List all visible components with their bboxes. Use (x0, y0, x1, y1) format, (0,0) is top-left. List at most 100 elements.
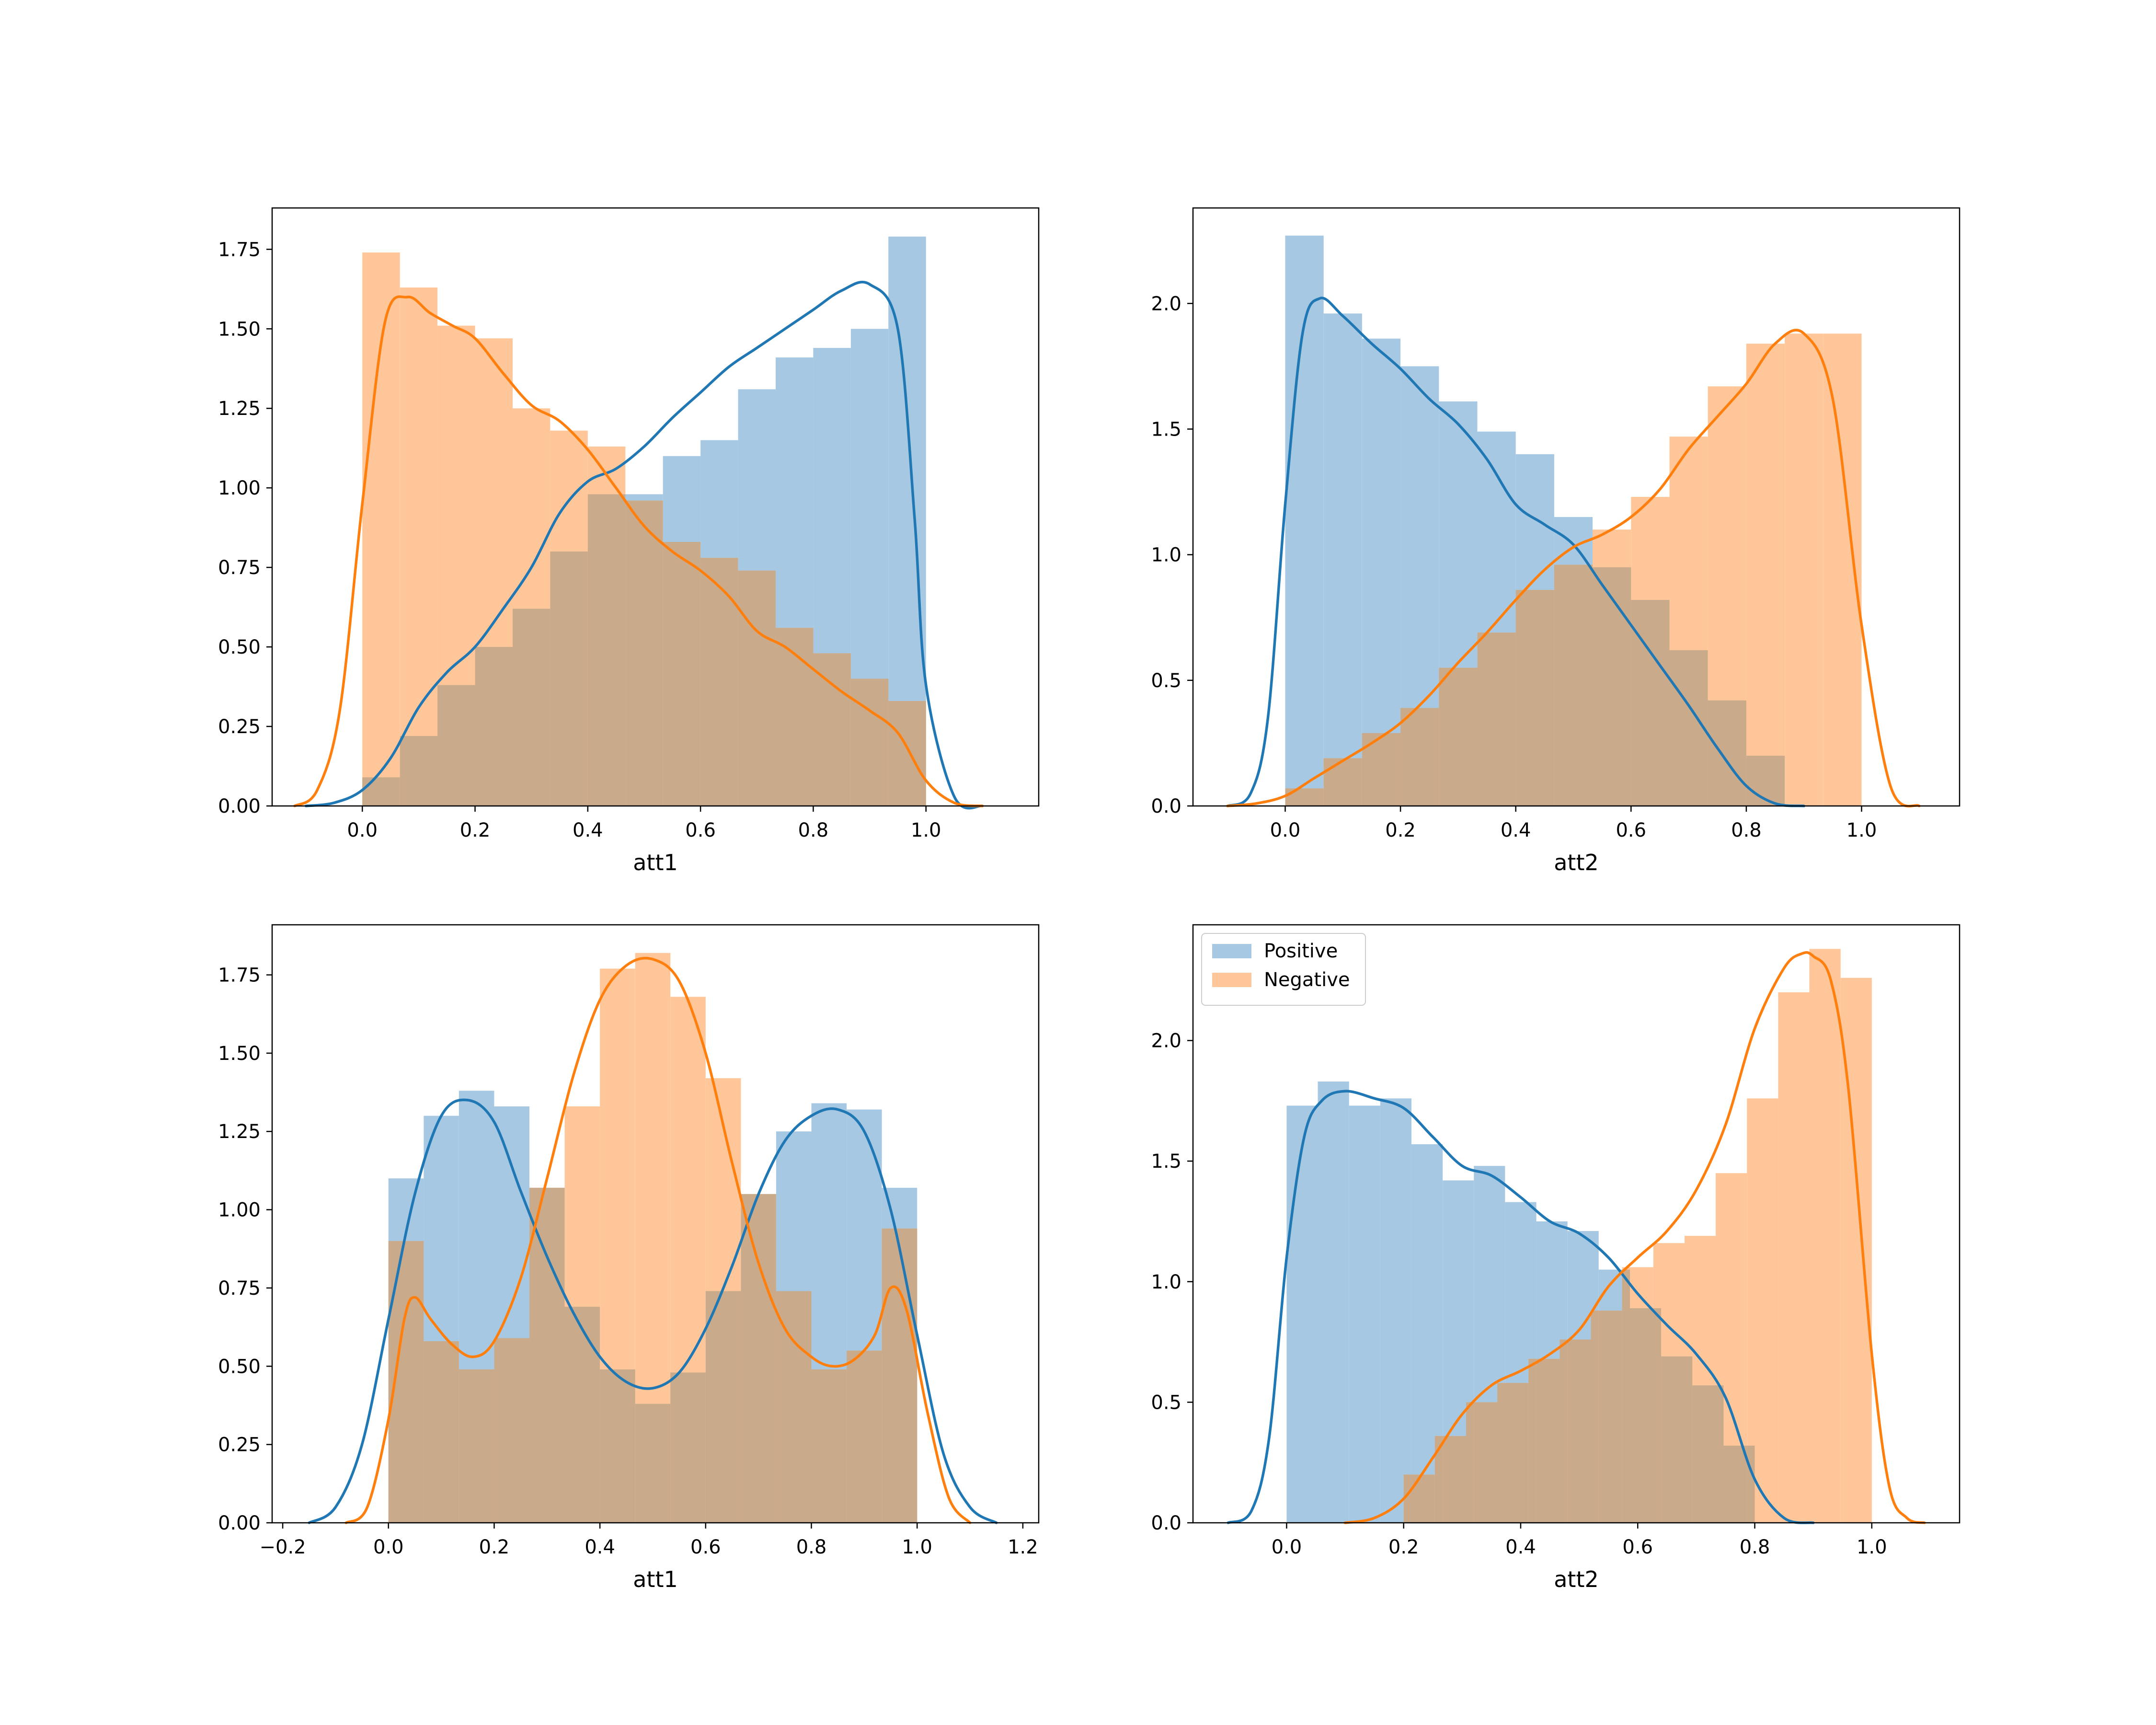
x-tick-label: 0.8 (1740, 1536, 1770, 1558)
overlap-hist-bar (1474, 1402, 1498, 1523)
positive-hist-bar (1318, 1081, 1349, 1523)
overlap-hist-bar (670, 1372, 706, 1523)
legend-label-positive: Positive (1264, 940, 1338, 962)
y-tick-label: 1.5 (1151, 418, 1181, 440)
negative-hist-bar (1746, 344, 1785, 806)
negative-kde-line (1343, 951, 1926, 1524)
axes-frame (271, 924, 1040, 1524)
y-tick-label: 1.00 (218, 1199, 261, 1221)
overlap-hist-bar (362, 777, 400, 806)
overlap-hist-bar (1746, 756, 1785, 806)
positive-hist-bar (1286, 1105, 1318, 1523)
x-tick-label: 1.2 (1008, 1536, 1038, 1558)
overlap-hist-bar (738, 570, 776, 806)
x-tick-label: −0.2 (259, 1536, 306, 1558)
y-tick-label: 0.25 (218, 716, 261, 738)
x-axis-label: att2 (1554, 850, 1599, 875)
x-tick-label: 0.8 (1731, 819, 1762, 841)
x-tick-label: 0.2 (460, 819, 491, 841)
negative-kde-line (344, 956, 972, 1524)
positive-hist-bar (1349, 1105, 1380, 1523)
y-tick-label: 0.5 (1151, 670, 1181, 692)
chart-panel-bottom-left: −0.2 0.0 0.2 0.4 0.6 0.8 1.0 1.2 0.00 0.25 0.50 0.7… (218, 924, 1040, 1592)
positive-kde-line (308, 1098, 998, 1524)
y-tick-label: 0.5 (1151, 1392, 1181, 1414)
y-tick-label: 1.50 (218, 318, 261, 340)
x-tick-label: 0.4 (573, 819, 603, 841)
x-tick-label: 0.2 (479, 1536, 510, 1558)
x-tick-label: 0.0 (1270, 819, 1301, 841)
overlap-hist-bar (459, 1369, 494, 1523)
y-tick-label: 0.0 (1151, 1512, 1181, 1534)
overlap-hist-bar (400, 736, 438, 806)
overlap-hist-bar (1716, 1385, 1724, 1523)
negative-kde-line (293, 295, 984, 807)
negative-kde-line (1226, 329, 1921, 808)
overlap-hist-bar (1515, 590, 1554, 806)
overlap-hist-bar (813, 653, 851, 806)
overlap-hist-bar (1400, 708, 1439, 806)
overlap-hist-bar (1747, 1445, 1755, 1523)
overlap-hist-bar (1497, 1383, 1505, 1523)
x-axis-label: att2 (1554, 1566, 1599, 1592)
overlap-hist-bar (811, 1369, 847, 1523)
positive-kde-line (1227, 1090, 1815, 1524)
x-tick-label: 0.8 (796, 1536, 827, 1558)
overlap-hist-bar (1692, 1385, 1716, 1523)
y-tick-label: 0.75 (218, 557, 261, 579)
y-tick-label: 2.0 (1151, 293, 1181, 315)
overlap-hist-bar (888, 701, 926, 806)
x-tick-label: 0.4 (1505, 1536, 1536, 1558)
y-tick-label: 0.00 (218, 795, 261, 817)
negative-hist-bar (1785, 334, 1823, 806)
overlap-hist-bar (882, 1228, 917, 1523)
legend-label-negative: Negative (1264, 969, 1350, 991)
x-tick-label: 1.0 (1857, 1536, 1887, 1558)
overlap-hist-bar (1661, 1356, 1685, 1523)
overlap-hist-bar (625, 500, 663, 806)
overlap-hist-bar (1554, 564, 1593, 806)
chart-panel-bottom-right: 0.0 0.2 0.4 0.6 0.8 1.0 0.0 0.5 1.0 1.5 2.0 att2 Pos… (1151, 924, 1961, 1592)
x-tick-label: 0.4 (585, 1536, 615, 1558)
overlap-hist-bar (1723, 1445, 1747, 1523)
x-tick-label: 0.0 (1272, 1536, 1302, 1558)
overlap-hist-bar (1439, 667, 1478, 806)
legend-swatch-negative (1212, 973, 1251, 987)
overlap-hist-bar (1669, 650, 1708, 806)
overlap-hist-bar (1443, 1436, 1467, 1523)
overlap-hist-bar (1285, 788, 1324, 806)
overlap-hist-bar (1323, 758, 1362, 806)
overlap-hist-bar (1598, 1311, 1622, 1523)
overlap-hist-bar (776, 1291, 812, 1523)
overlap-hist-bar (1630, 1308, 1653, 1523)
overlap-hist-bar (1477, 632, 1516, 806)
positive-kde-line (1226, 297, 1805, 807)
negative-hist-bar (1809, 949, 1841, 1523)
chart-panel-top-left: 0.0 0.2 0.4 0.6 0.8 1.0 0.00 0.25 0.50 0.75 1.00 1.… (218, 207, 1040, 875)
y-tick-label: 0.75 (218, 1277, 261, 1300)
x-tick-label: 0.8 (798, 819, 829, 841)
overlap-hist-bar (1653, 1308, 1662, 1523)
positive-hist-bar (1285, 235, 1324, 806)
overlap-hist-bar (1591, 1311, 1599, 1523)
x-tick-label: 0.6 (1622, 1536, 1653, 1558)
overlap-hist-bar (741, 1194, 776, 1523)
x-tick-label: 1.0 (911, 819, 941, 841)
overlap-hist-bar (635, 1403, 671, 1523)
y-tick-label: 1.75 (218, 965, 261, 987)
overlap-hist-bar (475, 647, 513, 806)
y-tick-label: 0.50 (218, 1356, 261, 1378)
overlap-hist-bar (1684, 1356, 1693, 1523)
y-tick-label: 1.25 (218, 398, 261, 420)
overlap-hist-bar (775, 628, 814, 806)
y-tick-label: 0.0 (1151, 795, 1181, 817)
x-tick-label: 0.4 (1501, 819, 1531, 841)
overlap-hist-bar (1593, 567, 1631, 806)
y-tick-label: 2.0 (1151, 1030, 1181, 1052)
overlap-hist-bar (1567, 1339, 1591, 1523)
overlap-hist-bar (529, 1187, 565, 1523)
overlap-hist-bar (1362, 733, 1401, 806)
overlap-hist-bar (1528, 1358, 1537, 1523)
overlap-hist-bar (1505, 1383, 1529, 1523)
y-tick-label: 1.50 (218, 1043, 261, 1065)
